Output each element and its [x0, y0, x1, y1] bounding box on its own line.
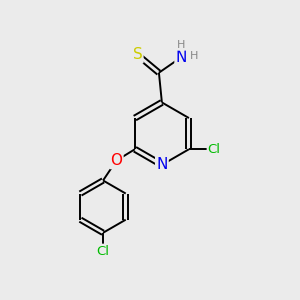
Text: H: H [177, 40, 185, 50]
Text: Cl: Cl [208, 143, 221, 156]
Text: O: O [110, 153, 122, 168]
Text: N: N [156, 158, 168, 172]
Text: H: H [190, 51, 198, 61]
Text: Cl: Cl [97, 245, 110, 258]
Text: S: S [133, 47, 142, 62]
Text: N: N [176, 50, 187, 65]
